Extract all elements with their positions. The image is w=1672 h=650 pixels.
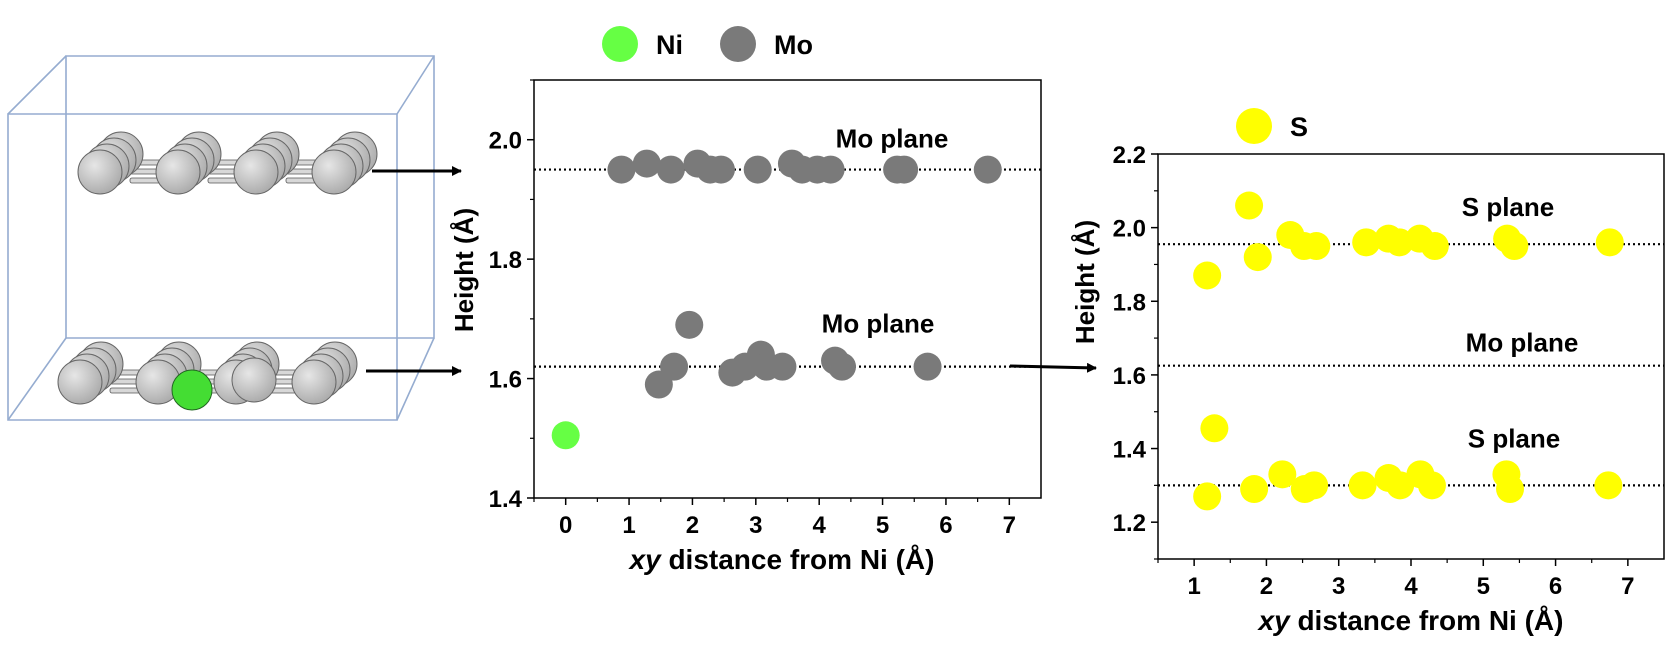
chart2-point-s <box>1352 228 1381 257</box>
chart1-point-mo <box>890 155 919 184</box>
chart1-xtick-label: 5 <box>876 512 889 539</box>
atom <box>311 149 357 195</box>
legend-marker-mo <box>720 26 756 62</box>
chart2-plot-area: 1 2 3 4 5 6 7 1.2 1.4 1.6 1.8 2.0 2.2 S plane Mo plane… <box>1113 142 1665 600</box>
chart2-point-s <box>1235 191 1264 220</box>
chart1-xtick-label: 0 <box>559 512 572 539</box>
chart2-xtick-label: 7 <box>1621 573 1634 600</box>
chart1-point-mo <box>743 155 772 184</box>
simulation-box <box>7 55 435 421</box>
chart2-point-s <box>1348 471 1377 500</box>
atom <box>57 359 103 405</box>
atom <box>233 149 279 195</box>
chart2-ytick-label: 2.0 <box>1113 216 1146 243</box>
atom <box>291 359 337 405</box>
chart1-xtick-label: 2 <box>686 512 699 539</box>
chart2-point-s <box>1300 471 1329 500</box>
chart1-point-mo <box>607 155 636 184</box>
chart1-point-ni <box>551 421 580 450</box>
chart1-frame <box>533 79 1042 499</box>
chart2-ytick-label: 1.2 <box>1113 510 1146 537</box>
chart2-ylabel: Height (Å) <box>1070 220 1100 344</box>
legend-label-ni: Ni <box>656 30 683 60</box>
chart1-ytick-label: 1.8 <box>489 247 522 274</box>
chart1-ytick-label: 1.6 <box>489 367 522 394</box>
chart2-point-s <box>1268 460 1297 489</box>
chart1-point-mo <box>706 155 735 184</box>
chart1-plane-label: Mo plane <box>822 309 935 339</box>
chart1-plane-label: Mo plane <box>836 124 949 154</box>
chart1-xtick-label: 4 <box>813 512 827 539</box>
chart2-xtick-label: 2 <box>1260 573 1273 600</box>
chart2-plane-label: S plane <box>1468 423 1560 453</box>
chart1-xtick-label: 1 <box>622 512 635 539</box>
chart2-ytick-label: 1.4 <box>1113 437 1147 464</box>
chart1-point-mo <box>816 155 845 184</box>
atom <box>155 149 201 195</box>
atom <box>77 149 123 195</box>
mo-height-chart: Ni Mo 0 1 2 3 4 5 6 7 1.4 1.6 1.8 2.0 Mo plane Mo pla… <box>449 26 1042 575</box>
atom <box>231 357 277 403</box>
chart2-point-s <box>1200 414 1229 443</box>
structure-illustration <box>7 55 435 421</box>
ni-atom <box>171 369 213 411</box>
chart2-ytick-label: 2.2 <box>1113 142 1146 169</box>
chart1-point-mo <box>656 155 685 184</box>
chart1-plot-area: 0 1 2 3 4 5 6 7 1.4 1.6 1.8 2.0 Mo plane Mo plane <box>489 79 1042 539</box>
chart1-xtick-label: 7 <box>1003 512 1016 539</box>
chart1-xtick-label: 3 <box>749 512 762 539</box>
chart2-xlabel: xy distance from Ni (Å) <box>1257 605 1564 636</box>
chart1-point-mo <box>973 155 1002 184</box>
chart1-xtick-label: 6 <box>939 512 952 539</box>
chart2-point-s <box>1193 482 1222 511</box>
chart1-point-mo <box>913 352 942 381</box>
chart2-point-s <box>1420 232 1449 261</box>
legend-label-mo: Mo <box>774 30 813 60</box>
chart2-xtick-label: 5 <box>1477 573 1490 600</box>
chart1-point-mo <box>768 352 797 381</box>
legend-marker-s <box>1236 108 1272 144</box>
chart2-point-s <box>1496 475 1525 504</box>
chart1-xlabel: xy distance from Ni (Å) <box>628 544 935 575</box>
chart1-point-mo <box>660 352 689 381</box>
legend-marker-ni <box>602 26 638 62</box>
chart2-point-s <box>1595 228 1624 257</box>
chart1-ytick-label: 2.0 <box>489 128 522 155</box>
chart2-ytick-label: 1.6 <box>1113 363 1146 390</box>
chart2-xtick-label: 3 <box>1332 573 1345 600</box>
chart2-point-s <box>1243 243 1272 272</box>
chart2-plane-label: S plane <box>1462 192 1554 222</box>
chart2-legend: S <box>1236 108 1308 144</box>
chart2-ytick-label: 1.8 <box>1113 289 1146 316</box>
mos2-top-layer <box>77 131 378 195</box>
arrow-to-s-chart <box>1009 362 1097 373</box>
chart1-ytick-label: 1.4 <box>489 486 523 513</box>
chart2-point-s <box>1500 232 1529 261</box>
mos2-bottom-layer <box>57 341 358 411</box>
chart2-xtick-label: 4 <box>1404 573 1418 600</box>
chart2-plane-label: Mo plane <box>1466 328 1579 358</box>
chart2-point-s <box>1302 232 1331 261</box>
chart1-point-mo <box>828 352 857 381</box>
chart2-point-s <box>1594 471 1623 500</box>
s-height-chart: S 1 2 3 4 5 6 7 1.2 1.4 1.6 1.8 2.0 2.2 S plane Mo pla… <box>1070 108 1665 636</box>
chart2-point-s <box>1417 471 1446 500</box>
chart2-point-s <box>1240 475 1269 504</box>
chart1-point-mo <box>632 149 661 178</box>
chart2-xtick-label: 6 <box>1549 573 1562 600</box>
chart2-frame <box>1157 153 1665 560</box>
chart2-xtick-label: 1 <box>1187 573 1200 600</box>
chart2-point-s <box>1193 261 1222 290</box>
legend-label-s: S <box>1290 112 1308 142</box>
chart1-legend: Ni Mo <box>602 26 813 62</box>
chart1-ylabel: Height (Å) <box>449 208 479 332</box>
chart1-point-mo <box>675 310 704 339</box>
